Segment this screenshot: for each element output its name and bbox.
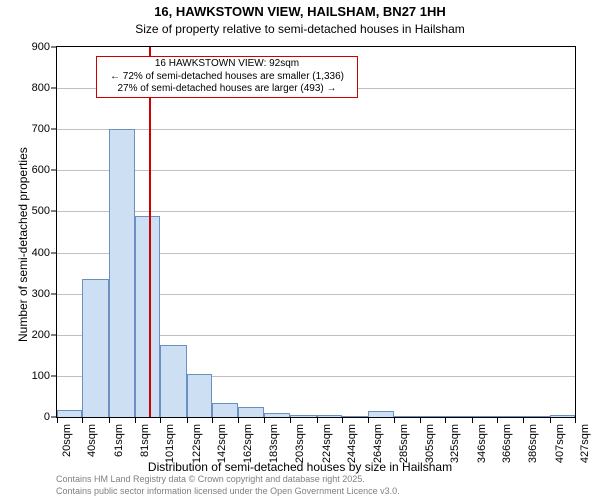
- x-tick-label: 325sqm: [449, 424, 461, 464]
- histogram-bar: [317, 415, 342, 417]
- y-tick-mark: [51, 129, 56, 130]
- x-tick-label: 61sqm: [113, 424, 125, 464]
- histogram-bar: [472, 416, 497, 417]
- x-tick-mark: [264, 418, 265, 423]
- x-tick-label: 264sqm: [372, 424, 384, 464]
- histogram-bar: [82, 279, 109, 417]
- x-tick-mark: [394, 418, 395, 423]
- x-tick-mark: [575, 418, 576, 423]
- x-tick-label: 244sqm: [346, 424, 358, 464]
- marker-annotation-box: 16 HAWKSTOWN VIEW: 92sqm← 72% of semi-de…: [96, 56, 358, 98]
- x-tick-mark: [368, 418, 369, 423]
- marker-text-larger: 27% of semi-detached houses are larger (…: [99, 83, 355, 96]
- histogram-bar: [342, 416, 367, 417]
- x-tick-label: 122sqm: [191, 424, 203, 464]
- x-tick-mark: [82, 418, 83, 423]
- x-tick-label: 407sqm: [554, 424, 566, 464]
- x-tick-label: 305sqm: [424, 424, 436, 464]
- y-tick-mark: [51, 334, 56, 335]
- histogram-bar: [109, 129, 134, 417]
- y-tick-mark: [51, 293, 56, 294]
- histogram-bar: [420, 416, 445, 417]
- y-tick-label: 800: [0, 82, 50, 94]
- x-tick-mark: [523, 418, 524, 423]
- x-tick-label: 20sqm: [61, 424, 73, 464]
- y-tick-label: 600: [0, 164, 50, 176]
- y-axis-label: Number of semi-detached properties: [16, 147, 30, 342]
- y-tick-mark: [51, 170, 56, 171]
- y-tick-label: 500: [0, 205, 50, 217]
- x-tick-mark: [238, 418, 239, 423]
- footer-copyright-1: Contains HM Land Registry data © Crown c…: [56, 474, 365, 484]
- y-tick-mark: [51, 47, 56, 48]
- x-tick-mark: [212, 418, 213, 423]
- x-tick-label: 142sqm: [216, 424, 228, 464]
- y-tick-label: 300: [0, 288, 50, 300]
- histogram-bar: [523, 416, 550, 417]
- marker-title: 16 HAWKSTOWN VIEW: 92sqm: [99, 58, 355, 71]
- page-subtitle: Size of property relative to semi-detach…: [0, 22, 600, 36]
- x-tick-label: 162sqm: [242, 424, 254, 464]
- y-tick-label: 700: [0, 123, 50, 135]
- y-tick-label: 900: [0, 41, 50, 53]
- histogram-bar: [160, 345, 187, 417]
- footer-copyright-2: Contains public sector information licen…: [56, 486, 400, 496]
- x-tick-label: 427sqm: [579, 424, 591, 464]
- histogram-bar: [394, 416, 419, 417]
- histogram-bar: [290, 415, 317, 417]
- y-tick-mark: [51, 375, 56, 376]
- histogram-bar: [368, 411, 395, 417]
- x-tick-mark: [550, 418, 551, 423]
- y-tick-label: 200: [0, 329, 50, 341]
- histogram-bar: [212, 403, 237, 417]
- x-tick-label: 346sqm: [476, 424, 488, 464]
- histogram-bar: [135, 216, 160, 417]
- x-tick-mark: [109, 418, 110, 423]
- x-tick-mark: [317, 418, 318, 423]
- x-tick-label: 224sqm: [321, 424, 333, 464]
- x-tick-label: 183sqm: [268, 424, 280, 464]
- x-tick-mark: [57, 418, 58, 423]
- x-tick-mark: [420, 418, 421, 423]
- x-tick-label: 386sqm: [527, 424, 539, 464]
- histogram-bar: [187, 374, 212, 417]
- histogram-bar: [550, 415, 575, 417]
- histogram-bar: [57, 410, 82, 417]
- x-tick-mark: [445, 418, 446, 423]
- grid-line: [57, 211, 575, 212]
- x-tick-mark: [342, 418, 343, 423]
- x-tick-label: 366sqm: [501, 424, 513, 464]
- histogram-bar: [445, 416, 472, 417]
- y-tick-mark: [51, 211, 56, 212]
- chart-plot-area: [56, 46, 576, 418]
- x-tick-label: 101sqm: [164, 424, 176, 464]
- histogram-bar: [264, 413, 289, 417]
- x-tick-mark: [290, 418, 291, 423]
- y-tick-mark: [51, 88, 56, 89]
- histogram-bar: [238, 407, 265, 417]
- x-tick-mark: [135, 418, 136, 423]
- page-title: 16, HAWKSTOWN VIEW, HAILSHAM, BN27 1HH: [0, 4, 600, 19]
- x-tick-mark: [160, 418, 161, 423]
- y-tick-label: 100: [0, 370, 50, 382]
- y-tick-mark: [51, 252, 56, 253]
- y-tick-label: 0: [0, 411, 50, 423]
- x-tick-label: 203sqm: [294, 424, 306, 464]
- x-tick-label: 40sqm: [86, 424, 98, 464]
- marker-line: [149, 47, 151, 417]
- marker-text-smaller: ← 72% of semi-detached houses are smalle…: [99, 71, 355, 84]
- x-tick-mark: [497, 418, 498, 423]
- grid-line: [57, 170, 575, 171]
- histogram-bar: [497, 416, 522, 417]
- x-tick-mark: [187, 418, 188, 423]
- x-tick-label: 81sqm: [139, 424, 151, 464]
- y-tick-label: 400: [0, 247, 50, 259]
- y-tick-mark: [51, 417, 56, 418]
- x-tick-label: 285sqm: [398, 424, 410, 464]
- x-tick-mark: [472, 418, 473, 423]
- grid-line: [57, 129, 575, 130]
